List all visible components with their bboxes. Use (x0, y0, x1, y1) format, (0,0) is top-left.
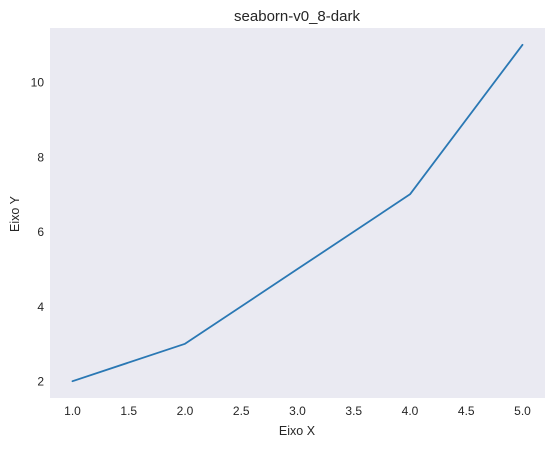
y-axis-ticks: 2 4 6 8 10 (31, 76, 45, 389)
x-tick-label: 2.5 (233, 404, 250, 418)
x-axis-label: Eixo X (279, 424, 316, 438)
y-axis-label: Eixo Y (8, 195, 22, 232)
series-layer (71, 43, 524, 383)
x-tick-label: 2.0 (177, 404, 194, 418)
x-tick-label: 1.5 (120, 404, 137, 418)
x-tick-label: 1.0 (64, 404, 81, 418)
y-tick-label: 6 (37, 225, 44, 239)
series-line (71, 43, 524, 383)
y-tick-label: 4 (37, 300, 44, 314)
x-axis-ticks: 1.0 1.5 2.0 2.5 3.0 3.5 4.0 4.5 5.0 (64, 404, 531, 418)
x-tick-label: 4.0 (402, 404, 419, 418)
y-tick-label: 2 (37, 375, 44, 389)
x-tick-label: 4.5 (458, 404, 475, 418)
x-tick-label: 3.0 (289, 404, 306, 418)
plot-area-background (50, 28, 545, 398)
x-tick-label: 5.0 (514, 404, 531, 418)
y-tick-label: 10 (31, 76, 45, 90)
x-tick-label: 3.5 (345, 404, 362, 418)
chart-title: seaborn-v0_8-dark (234, 8, 360, 25)
y-tick-label: 8 (37, 150, 44, 164)
